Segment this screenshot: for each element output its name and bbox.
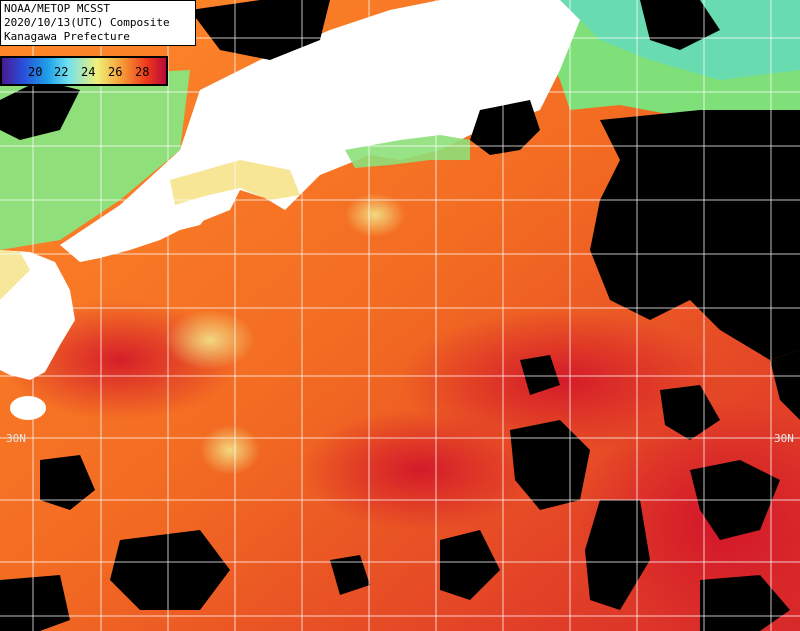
agency-line: Kanagawa Prefecture xyxy=(4,30,130,43)
cloud-mask xyxy=(330,555,370,595)
cool-eddy xyxy=(200,425,260,475)
cloud-mask xyxy=(0,575,70,631)
latitude-label-right: 30N xyxy=(774,432,794,445)
colorbar-tick: 20 xyxy=(28,65,43,79)
warm-water-patch xyxy=(300,410,540,530)
island xyxy=(10,396,46,420)
cloud-mask xyxy=(470,100,540,155)
coastal-band xyxy=(0,250,30,300)
cloud-mask xyxy=(110,530,230,610)
coastal-band xyxy=(345,135,470,168)
warm-water-patch xyxy=(400,310,720,450)
cool-eddy xyxy=(165,310,255,370)
cloud-mask xyxy=(660,385,720,440)
colorbar-tick: 22 xyxy=(54,65,69,79)
cloud-mask xyxy=(590,110,800,360)
map-header: NOAA/METOP MCSST 2020/10/13(UTC) Composi… xyxy=(0,0,196,46)
source-title: NOAA/METOP MCSST xyxy=(4,2,110,15)
cloud-mask xyxy=(520,355,560,395)
colorbar-tick: 28 xyxy=(135,65,150,79)
cloud-mask xyxy=(190,0,330,60)
latitude-label-left: 30N xyxy=(6,432,26,445)
temperature-colorbar: 20 22 24 26 28 xyxy=(0,56,168,86)
cloud-mask xyxy=(0,80,80,140)
cloud-mask xyxy=(700,575,790,631)
colorbar-tick: 24 xyxy=(81,65,96,79)
cloud-mask xyxy=(585,500,650,610)
colorbar-tick: 26 xyxy=(108,65,123,79)
date-line: 2020/10/13(UTC) Composite xyxy=(4,16,170,29)
cloud-mask xyxy=(770,350,800,420)
cloud-mask xyxy=(440,530,500,600)
cool-eddy xyxy=(345,193,405,237)
cloud-mask xyxy=(40,455,95,510)
kyushu-land xyxy=(0,250,75,380)
